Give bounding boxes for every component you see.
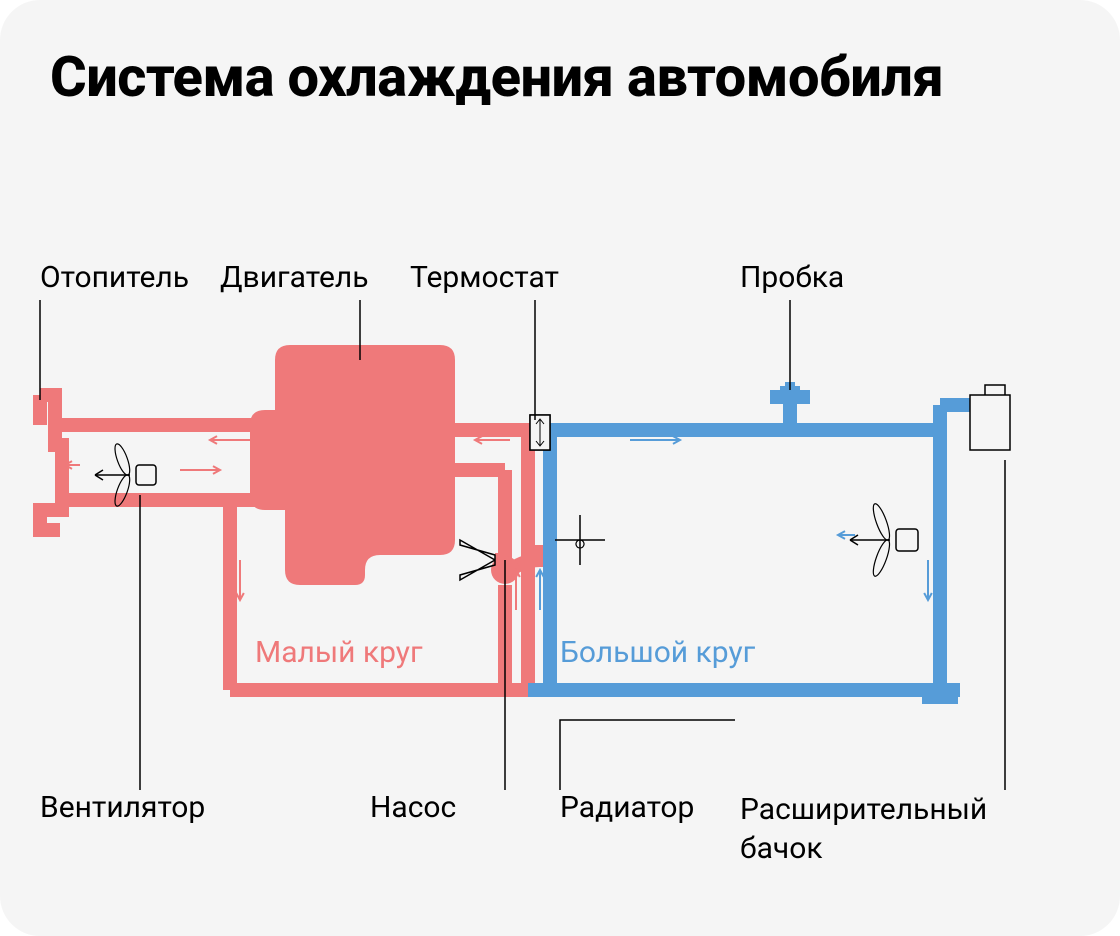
label-tank: Расширительный бачок [740,790,987,868]
label-heater: Отопитель [40,260,189,295]
label-engine: Двигатель [220,260,369,295]
label-small-circuit: Малый круг [255,635,423,670]
label-thermostat: Термостат [410,260,559,295]
label-large-circuit: Большой круг [560,635,755,670]
diagram-card: Система охлаждения автомобиля Отопитель … [0,0,1120,936]
label-radiator: Радиатор [560,790,694,825]
label-cap: Пробка [740,260,844,295]
label-fan: Вентилятор [40,790,205,825]
label-pump: Насос [370,790,456,825]
